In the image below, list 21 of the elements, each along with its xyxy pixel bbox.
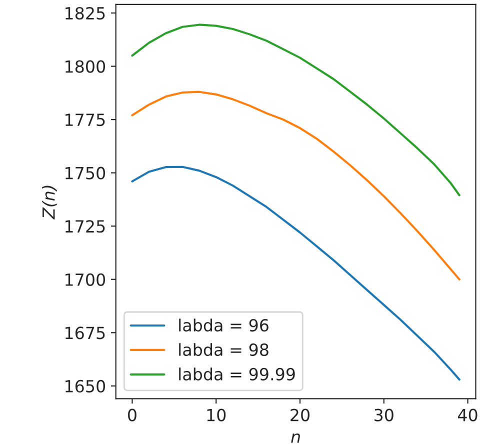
y-tick-label: 1825 [66, 6, 105, 20]
y-tick-label: 1650 [66, 380, 106, 393]
x-tick-label: 10 [207, 408, 226, 422]
x-tick-label: 0 [128, 408, 136, 422]
y-axis-title: Z(n) [42, 186, 57, 220]
x-tick-label: 40 [458, 408, 478, 422]
legend-label: labda = 96 [179, 318, 268, 332]
y-tick-label: 1775 [66, 114, 105, 126]
line-series [131, 90, 460, 280]
y-tick-label: 1700 [66, 273, 106, 286]
y-tick-label: 1675 [66, 326, 105, 340]
x-tick-label: 30 [374, 408, 394, 422]
line-series [131, 166, 460, 381]
y-tick-label: 1800 [66, 60, 106, 73]
y-tick-label: 1750 [66, 166, 106, 180]
line-series [131, 24, 460, 196]
x-tick-label: 20 [290, 408, 310, 422]
legend-label: labda = 98 [179, 343, 268, 356]
x-axis-title: n [291, 433, 300, 443]
legend-label: labda = 99.99 [179, 368, 295, 380]
y-tick-label: 1725 [66, 220, 105, 233]
